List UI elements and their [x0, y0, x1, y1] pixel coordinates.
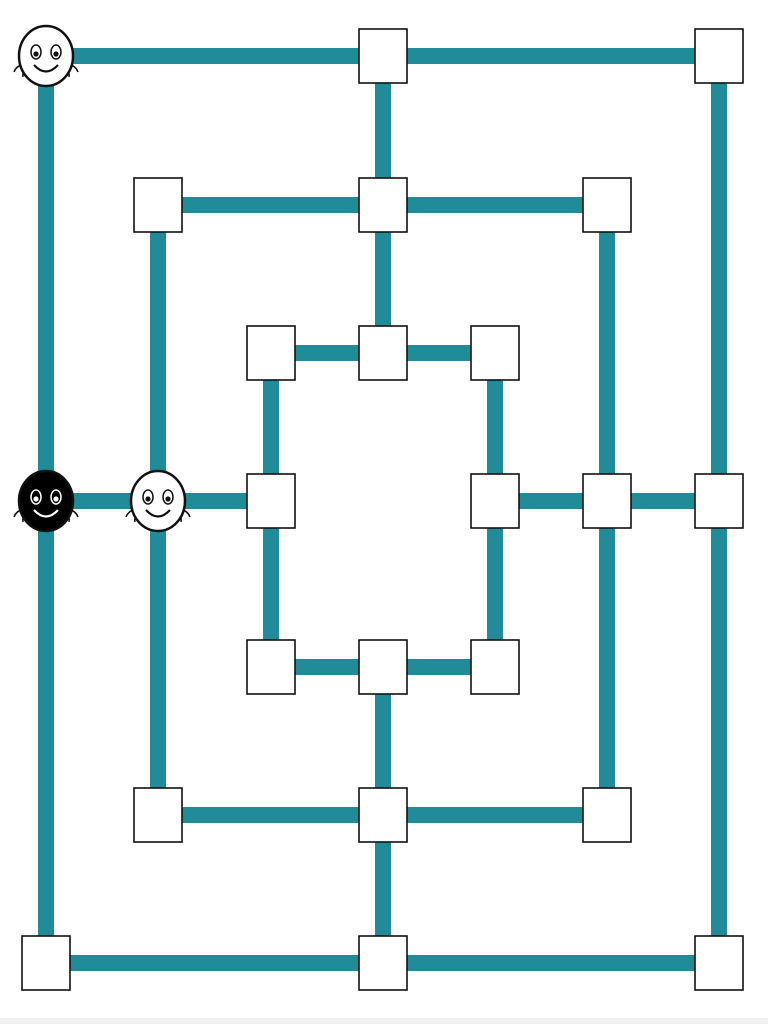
board-point-p14[interactable] [694, 473, 744, 529]
piece-body [129, 469, 187, 533]
board-point-p1[interactable] [358, 28, 408, 84]
right-pupil [53, 496, 59, 502]
bottom-strip [0, 1018, 768, 1024]
board-point-p20[interactable] [582, 787, 632, 843]
black-piece[interactable] [13, 469, 79, 533]
left-pupil [33, 51, 39, 57]
piece-body [17, 469, 75, 533]
board-point-p2[interactable] [694, 28, 744, 84]
board-point-p13[interactable] [582, 473, 632, 529]
board-point-p11[interactable] [246, 473, 296, 529]
piece-body [17, 24, 75, 88]
board-point-p22[interactable] [358, 935, 408, 991]
board-points [13, 24, 744, 991]
board-point-p18[interactable] [133, 787, 183, 843]
board-point-p21[interactable] [21, 935, 71, 991]
right-pupil [165, 496, 171, 502]
white-piece[interactable] [125, 469, 191, 533]
board-point-p12[interactable] [470, 473, 520, 529]
piece-smile [33, 64, 59, 73]
board-point-p7[interactable] [358, 325, 408, 381]
white-piece[interactable] [13, 24, 79, 88]
piece-smile [145, 509, 171, 518]
board-point-p6[interactable] [246, 325, 296, 381]
board-point-p23[interactable] [694, 935, 744, 991]
right-pupil [53, 51, 59, 57]
board-point-p17[interactable] [470, 639, 520, 695]
board-point-p19[interactable] [358, 787, 408, 843]
board-point-p15[interactable] [246, 639, 296, 695]
board-point-p8[interactable] [470, 325, 520, 381]
left-pupil [145, 496, 151, 502]
board-point-p5[interactable] [582, 177, 632, 233]
piece-smile [33, 509, 59, 518]
left-pupil [33, 496, 39, 502]
board-point-p4[interactable] [358, 177, 408, 233]
board-point-p3[interactable] [133, 177, 183, 233]
board-point-p16[interactable] [358, 639, 408, 695]
